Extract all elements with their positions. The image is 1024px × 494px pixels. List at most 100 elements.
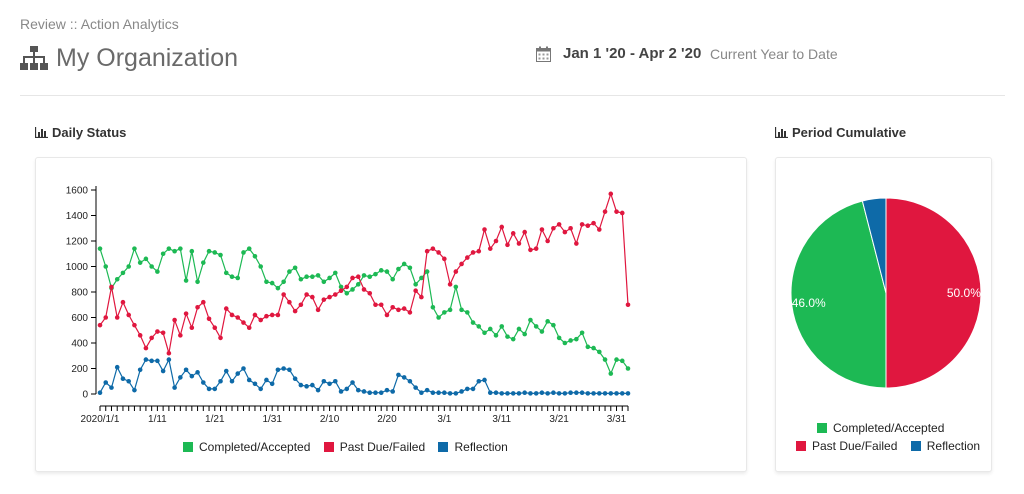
data-point[interactable] (533, 324, 539, 329)
data-point[interactable] (568, 225, 573, 231)
data-point[interactable] (172, 317, 177, 323)
data-point[interactable] (619, 358, 625, 364)
data-point[interactable] (384, 312, 390, 318)
data-point[interactable] (625, 302, 631, 308)
data-point[interactable] (619, 391, 625, 396)
data-point[interactable] (499, 391, 505, 396)
data-point[interactable] (246, 377, 252, 383)
data-point[interactable] (522, 331, 527, 337)
data-point[interactable] (424, 248, 430, 254)
data-point[interactable] (574, 390, 579, 396)
data-point[interactable] (109, 284, 114, 290)
data-point[interactable] (327, 381, 332, 387)
data-point[interactable] (401, 375, 407, 380)
data-point[interactable] (235, 315, 241, 320)
data-point[interactable] (333, 378, 338, 384)
data-point[interactable] (361, 389, 367, 394)
data-point[interactable] (585, 223, 591, 228)
pie-slice[interactable] (790, 200, 887, 389)
data-point[interactable] (579, 222, 585, 227)
data-point[interactable] (396, 307, 401, 313)
data-point[interactable] (602, 209, 608, 214)
data-point[interactable] (562, 391, 568, 396)
data-point[interactable] (201, 380, 206, 385)
data-point[interactable] (585, 344, 591, 350)
data-point[interactable] (355, 282, 361, 287)
data-point[interactable] (287, 269, 292, 274)
data-point[interactable] (120, 299, 126, 305)
data-point[interactable] (545, 238, 550, 244)
legend-item-past-due[interactable]: Past Due/Failed (323, 440, 425, 454)
data-point[interactable] (143, 256, 149, 262)
data-point[interactable] (591, 345, 596, 351)
data-point[interactable] (556, 222, 562, 227)
data-point[interactable] (465, 255, 470, 260)
data-point[interactable] (361, 287, 367, 292)
data-point[interactable] (132, 387, 137, 393)
data-point[interactable] (178, 246, 183, 251)
data-point[interactable] (545, 319, 550, 324)
data-point[interactable] (97, 322, 103, 328)
data-point[interactable] (465, 386, 470, 392)
data-point[interactable] (568, 338, 573, 343)
data-point[interactable] (378, 302, 384, 308)
data-point[interactable] (453, 269, 459, 274)
data-point[interactable] (298, 382, 304, 388)
data-point[interactable] (373, 302, 378, 308)
data-point[interactable] (241, 250, 246, 255)
data-point[interactable] (275, 312, 281, 318)
data-point[interactable] (201, 299, 206, 305)
data-point[interactable] (246, 325, 252, 330)
data-point[interactable] (436, 250, 441, 255)
data-point[interactable] (183, 278, 189, 283)
data-point[interactable] (287, 299, 292, 305)
data-point[interactable] (436, 315, 441, 320)
data-point[interactable] (241, 320, 246, 325)
data-point[interactable] (114, 276, 120, 282)
data-point[interactable] (430, 246, 436, 251)
data-point[interactable] (97, 246, 103, 251)
data-point[interactable] (574, 336, 579, 342)
data-point[interactable] (528, 317, 533, 323)
data-point[interactable] (212, 386, 218, 392)
data-point[interactable] (178, 375, 183, 380)
data-point[interactable] (344, 290, 350, 296)
data-point[interactable] (470, 320, 476, 325)
data-point[interactable] (155, 358, 160, 364)
data-point[interactable] (413, 282, 418, 287)
pie-slice[interactable] (885, 197, 982, 389)
data-point[interactable] (551, 322, 556, 328)
data-point[interactable] (229, 312, 235, 318)
legend-item-completed[interactable]: Completed/Accepted (817, 421, 944, 435)
data-point[interactable] (597, 391, 602, 396)
data-point[interactable] (120, 376, 126, 381)
data-point[interactable] (419, 275, 424, 281)
data-point[interactable] (551, 225, 556, 231)
pie-slice[interactable] (861, 197, 887, 294)
data-point[interactable] (281, 366, 286, 371)
data-point[interactable] (321, 378, 327, 384)
data-point[interactable] (103, 380, 109, 385)
legend-item-completed[interactable]: Completed/Accepted (183, 440, 310, 454)
data-point[interactable] (206, 248, 212, 254)
data-point[interactable] (539, 227, 545, 232)
data-point[interactable] (223, 270, 229, 276)
data-point[interactable] (516, 391, 522, 396)
data-point[interactable] (493, 390, 499, 396)
data-point[interactable] (602, 357, 608, 362)
data-point[interactable] (189, 373, 195, 379)
data-point[interactable] (447, 391, 453, 396)
data-point[interactable] (367, 290, 373, 296)
data-point[interactable] (568, 390, 573, 396)
data-point[interactable] (338, 284, 344, 290)
data-point[interactable] (321, 279, 327, 285)
data-point[interactable] (608, 191, 614, 197)
data-point[interactable] (499, 224, 505, 230)
data-point[interactable] (149, 358, 154, 364)
data-point[interactable] (338, 288, 344, 294)
data-point[interactable] (275, 367, 281, 373)
data-point[interactable] (447, 307, 453, 313)
data-point[interactable] (298, 302, 304, 308)
data-point[interactable] (229, 378, 235, 384)
data-point[interactable] (160, 251, 166, 257)
